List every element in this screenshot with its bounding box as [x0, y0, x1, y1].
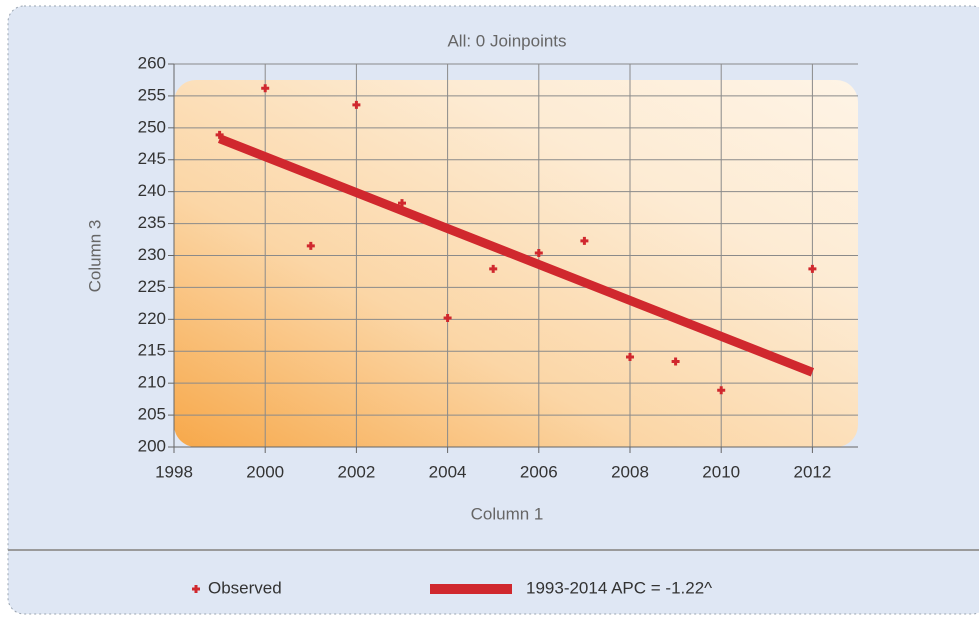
y-tick-label: 220: [138, 309, 166, 328]
y-tick-label: 225: [138, 277, 166, 296]
marker: [489, 264, 498, 273]
x-tick-label: 2008: [611, 462, 649, 481]
marker: [352, 100, 361, 109]
y-tick-label: 200: [138, 436, 166, 455]
marker: [717, 386, 726, 395]
legend-label: 1993-2014 APC = -1.22^: [526, 578, 712, 597]
marker: [261, 84, 270, 93]
x-tick-label: 2010: [702, 462, 740, 481]
x-tick-label: 2004: [429, 462, 467, 481]
marker: [808, 264, 817, 273]
marker: [398, 199, 406, 208]
trend-line: [217, 134, 815, 377]
y-tick-label: 260: [138, 53, 166, 72]
plot-background: [174, 80, 858, 447]
x-tick-label: 2006: [520, 462, 558, 481]
x-tick-label: 2012: [793, 462, 831, 481]
y-tick-label: 235: [138, 213, 166, 232]
x-axis-label: Column 1: [471, 504, 544, 523]
y-tick-label: 205: [138, 405, 166, 424]
y-tick-label: 245: [138, 149, 166, 168]
chart-title: All: 0 Joinpoints: [447, 31, 566, 50]
x-tick-label: 1998: [155, 462, 193, 481]
marker: [306, 241, 315, 250]
y-axis-label: Column 3: [85, 220, 104, 293]
y-tick-label: 250: [138, 117, 166, 136]
legend-marker: [192, 585, 200, 593]
y-tick-label: 210: [138, 373, 166, 392]
marker: [534, 248, 543, 257]
marker: [443, 314, 452, 323]
x-tick-label: 2000: [246, 462, 284, 481]
marker: [580, 236, 589, 245]
x-tick-label: 2002: [337, 462, 375, 481]
marker: [671, 357, 680, 366]
marker: [215, 130, 224, 139]
y-tick-label: 215: [138, 341, 166, 360]
y-tick-label: 240: [138, 181, 166, 200]
y-tick-label: 230: [138, 245, 166, 264]
legend-swatch: [430, 584, 512, 594]
legend-label: Observed: [208, 578, 282, 597]
y-tick-label: 255: [138, 85, 166, 104]
marker: [626, 352, 634, 361]
